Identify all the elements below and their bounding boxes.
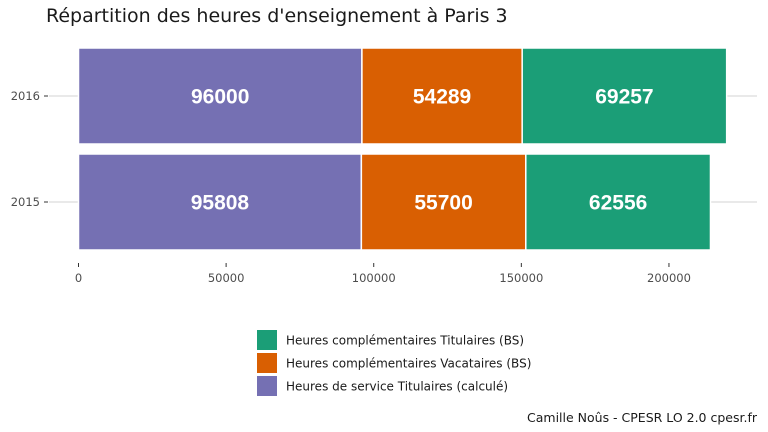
x-tick-label-0: 0 xyxy=(75,271,82,285)
x-tick-label-1: 50000 xyxy=(208,271,245,285)
axes: 2016 2015 0 50000 100000 150000 200000 xyxy=(11,89,691,285)
bar-label-2016-series-2: 69257 xyxy=(595,86,653,109)
y-tick-label-2015: 2015 xyxy=(11,195,40,209)
chart-title: Répartition des heures d'enseignement à … xyxy=(46,5,508,27)
legend-label-0: Heures complémentaires Titulaires (BS) xyxy=(286,334,524,348)
bar-2016-series-0 xyxy=(77,47,363,145)
bars: 96000 54289 69257 95808 55700 62556 xyxy=(77,47,728,251)
legend-swatch-1 xyxy=(257,353,277,373)
legend-swatch-0 xyxy=(257,330,277,350)
bar-2015-series-0 xyxy=(77,153,363,251)
legend: Heures complémentaires Titulaires (BS) He… xyxy=(257,330,531,396)
legend-label-2: Heures de service Titulaires (calculé) xyxy=(286,380,508,394)
legend-swatch-2 xyxy=(257,376,277,396)
bar-2016-series-1 xyxy=(361,47,523,145)
x-tick-label-4: 200000 xyxy=(647,271,691,285)
bar-label-2015-series-0: 95808 xyxy=(191,192,250,215)
bar-label-2015-series-2: 62556 xyxy=(589,192,647,215)
chart-caption: Camille Noûs - CPESR LO 2.0 cpesr.fr xyxy=(527,410,758,425)
bar-2016-series-2 xyxy=(521,47,728,145)
bar-2015-series-2 xyxy=(525,153,712,251)
x-tick-label-2: 100000 xyxy=(352,271,396,285)
y-tick-label-2016: 2016 xyxy=(11,89,40,103)
x-tick-label-3: 150000 xyxy=(499,271,543,285)
bar-label-2016-series-1: 54289 xyxy=(413,86,471,109)
bar-label-2016-series-0: 96000 xyxy=(191,86,249,109)
legend-label-1: Heures complémentaires Vacataires (BS) xyxy=(286,357,531,371)
bar-label-2015-series-1: 55700 xyxy=(414,192,472,215)
